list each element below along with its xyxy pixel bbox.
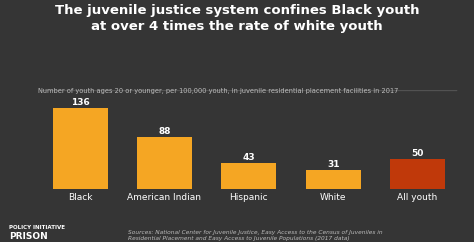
Text: 50: 50: [411, 149, 424, 158]
Text: 31: 31: [327, 160, 339, 169]
Text: Sources: National Center for Juvenile Justice, Easy Access to the Census of Juve: Sources: National Center for Juvenile Ju…: [128, 230, 383, 241]
Text: The juvenile justice system confines Black youth
at over 4 times the rate of whi: The juvenile justice system confines Bla…: [55, 4, 419, 33]
Text: 88: 88: [158, 127, 171, 136]
Bar: [390, 159, 445, 189]
Bar: [53, 108, 108, 189]
Text: 43: 43: [243, 153, 255, 162]
Bar: [221, 163, 276, 189]
Text: PRISON: PRISON: [9, 232, 48, 241]
Text: 136: 136: [71, 98, 90, 107]
Bar: [306, 170, 361, 189]
Text: Number of youth ages 20 or younger, per 100,000 youth, in juvenile residential p: Number of youth ages 20 or younger, per …: [38, 88, 398, 94]
Bar: [137, 136, 192, 189]
Text: POLICY INITIATIVE: POLICY INITIATIVE: [9, 225, 65, 230]
